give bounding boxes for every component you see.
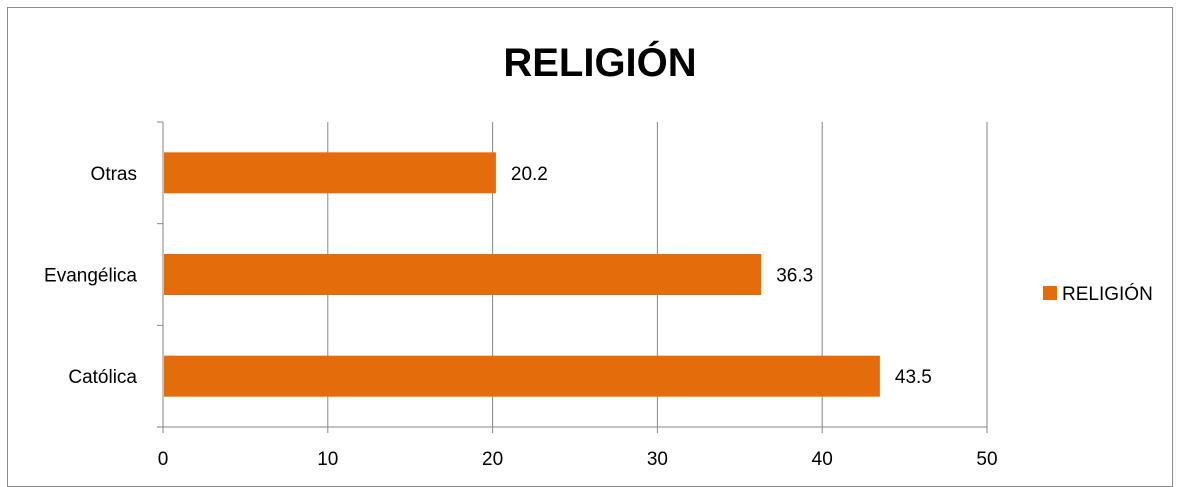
category-label: Otras [91,164,137,185]
category-label: Católica [68,367,137,388]
legend: RELIGIÓN [1043,283,1153,305]
chart-frame [7,7,1173,487]
bars [164,152,880,397]
bar [164,254,762,295]
category-label: Evangélica [44,266,137,287]
bar [164,355,880,397]
data-label: 20.2 [511,164,548,185]
x-tick-label: 50 [976,449,997,470]
x-tick-label: 10 [317,449,338,470]
legend-label: RELIGIÓN [1062,283,1153,305]
bar [164,152,496,194]
data-label: 43.5 [895,367,932,388]
data-label: 36.3 [776,266,813,287]
axes [157,121,988,433]
labels: 0 10 20 30 40 50 Otras 20.2 Evangélica 36.3 Católi… [44,164,998,470]
x-tick-label: 30 [647,449,668,470]
legend-swatch [1043,286,1057,300]
chart-title: RELIGIÓN [503,39,696,85]
x-tick-label: 0 [158,449,169,470]
x-tick-label: 20 [482,449,503,470]
x-tick-label: 40 [812,449,833,470]
